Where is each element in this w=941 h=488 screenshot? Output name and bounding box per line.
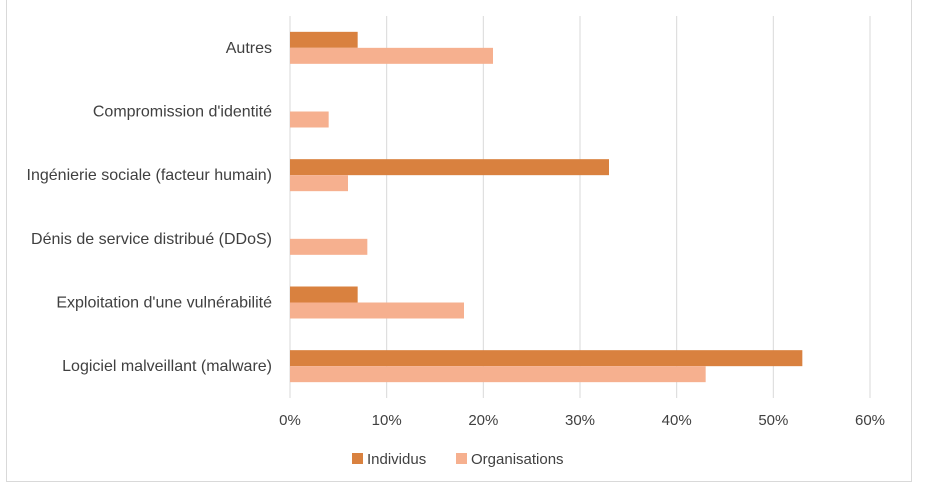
category-label: Autres: [226, 40, 272, 57]
bar-organisations: [290, 47, 493, 64]
x-tick-label: 20%: [468, 412, 498, 429]
category-label: Compromission d'identité: [93, 104, 272, 121]
x-tick-label: 50%: [758, 412, 788, 429]
x-tick-label: 30%: [565, 412, 595, 429]
legend: Individus Organisations: [352, 451, 564, 468]
x-tick-label: 10%: [372, 412, 402, 429]
bar-individus: [290, 31, 358, 48]
x-tick-label: 60%: [855, 412, 885, 429]
bar-individus: [290, 159, 609, 176]
category-label: Logiciel malveillant (malware): [62, 358, 272, 375]
category-labels: Autres Compromission d'identité Ingénierie…: [27, 40, 273, 375]
bar-individus: [290, 350, 803, 367]
bar-organisations: [290, 238, 368, 255]
legend-label: Individus: [367, 451, 426, 468]
x-tick-label: 40%: [662, 412, 692, 429]
category-label: Exploitation d'une vulnérabilité: [56, 295, 272, 312]
bar-organisations: [290, 302, 464, 319]
chart-frame: [6, 0, 912, 482]
category-label: Ingénierie sociale (facteur humain): [27, 167, 272, 184]
x-tick-labels: 0% 10% 20% 30% 40% 50% 60%: [279, 412, 885, 429]
bar-organisations: [290, 175, 348, 192]
legend-label: Organisations: [471, 451, 564, 468]
bar-individus: [290, 286, 358, 303]
category-label: Dénis de service distribué (DDoS): [31, 231, 272, 248]
legend-swatch: [456, 453, 467, 464]
bars: [290, 31, 803, 383]
x-tick-label: 0%: [279, 412, 301, 429]
legend-swatch: [352, 453, 363, 464]
bar-organisations: [290, 366, 706, 383]
gridlines: [289, 16, 871, 398]
bar-organisations: [290, 111, 329, 128]
